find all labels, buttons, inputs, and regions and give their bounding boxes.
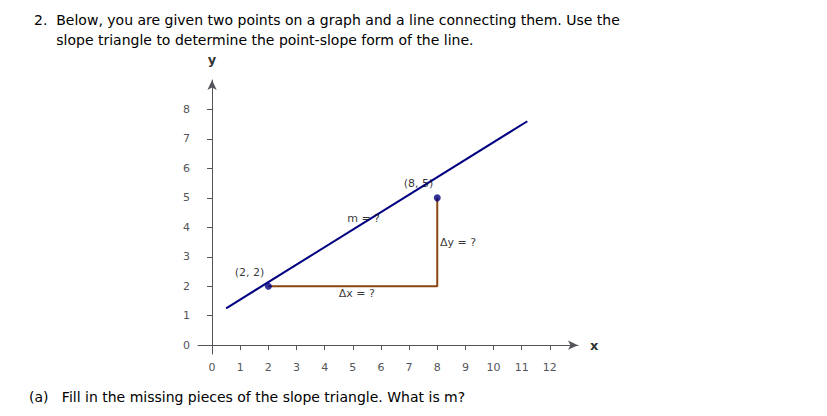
- svg-text:1: 1: [237, 361, 244, 374]
- svg-text:0: 0: [183, 339, 190, 352]
- svg-text:5: 5: [349, 361, 356, 374]
- svg-text:Δy = ?: Δy = ?: [440, 236, 476, 249]
- svg-text:5: 5: [183, 191, 190, 204]
- svg-text:slope triangle to determine th: slope triangle to determine the point-sl…: [34, 32, 474, 48]
- svg-text:8: 8: [183, 103, 190, 116]
- svg-text:(8, 5): (8, 5): [404, 177, 434, 190]
- svg-text:10: 10: [487, 361, 501, 374]
- svg-text:4: 4: [321, 361, 328, 374]
- svg-text:(2, 2): (2, 2): [235, 266, 265, 279]
- svg-text:0: 0: [209, 361, 216, 374]
- svg-text:1: 1: [183, 309, 190, 322]
- svg-text:3: 3: [293, 361, 300, 374]
- svg-text:y: y: [208, 52, 217, 67]
- svg-text:2: 2: [265, 361, 272, 374]
- svg-text:6: 6: [183, 162, 190, 175]
- svg-text:m = ?: m = ?: [347, 212, 380, 225]
- svg-text:12: 12: [543, 361, 557, 374]
- svg-text:7: 7: [406, 361, 413, 374]
- svg-text:3: 3: [183, 250, 190, 263]
- svg-text:11: 11: [515, 361, 529, 374]
- svg-text:8: 8: [434, 361, 441, 374]
- svg-text:2. Below, you are given two p: 2. Below, you are given two points on a …: [34, 12, 620, 28]
- svg-text:2: 2: [183, 280, 190, 293]
- svg-text:9: 9: [462, 361, 469, 374]
- svg-text:6: 6: [377, 361, 384, 374]
- svg-text:4: 4: [183, 221, 190, 234]
- svg-text:x: x: [590, 338, 599, 353]
- svg-text:7: 7: [183, 132, 190, 145]
- svg-text:(a) Fill in the missing piec: (a) Fill in the missing pieces of the sl…: [29, 389, 465, 405]
- svg-text:Δx = ?: Δx = ?: [339, 287, 375, 300]
